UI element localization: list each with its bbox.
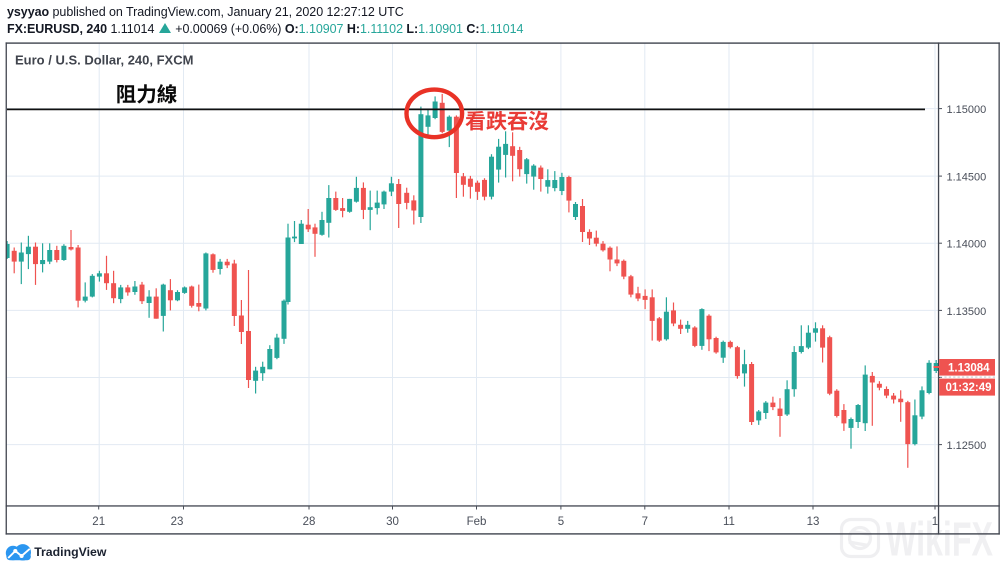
svg-text:28: 28 [303,516,316,528]
svg-text:Euro / U.S. Dollar, 240, FXCM: Euro / U.S. Dollar, 240, FXCM [15,53,193,68]
svg-text:01:32:49: 01:32:49 [946,382,992,394]
svg-text:1.13500: 1.13500 [947,306,987,318]
svg-text:1.14500: 1.14500 [947,172,987,184]
svg-text:1.15000: 1.15000 [947,104,987,116]
svg-text:1: 1 [932,516,938,528]
svg-text:1.12500: 1.12500 [947,440,987,452]
svg-text:13: 13 [807,516,820,528]
svg-text:WikiFX: WikiFX [886,514,993,567]
svg-text:Feb: Feb [467,516,487,528]
svg-text:11: 11 [723,516,735,528]
svg-text:1.14000: 1.14000 [947,239,987,251]
svg-text:TradingView: TradingView [34,545,107,559]
svg-text:5: 5 [558,516,564,528]
svg-text:30: 30 [386,516,399,528]
svg-text:7: 7 [642,516,648,528]
svg-text:23: 23 [171,516,184,528]
svg-text:1.13084: 1.13084 [948,362,990,374]
svg-text:21: 21 [92,516,105,528]
